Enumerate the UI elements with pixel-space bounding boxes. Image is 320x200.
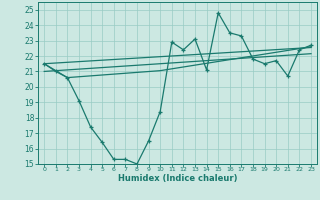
X-axis label: Humidex (Indice chaleur): Humidex (Indice chaleur)	[118, 174, 237, 183]
